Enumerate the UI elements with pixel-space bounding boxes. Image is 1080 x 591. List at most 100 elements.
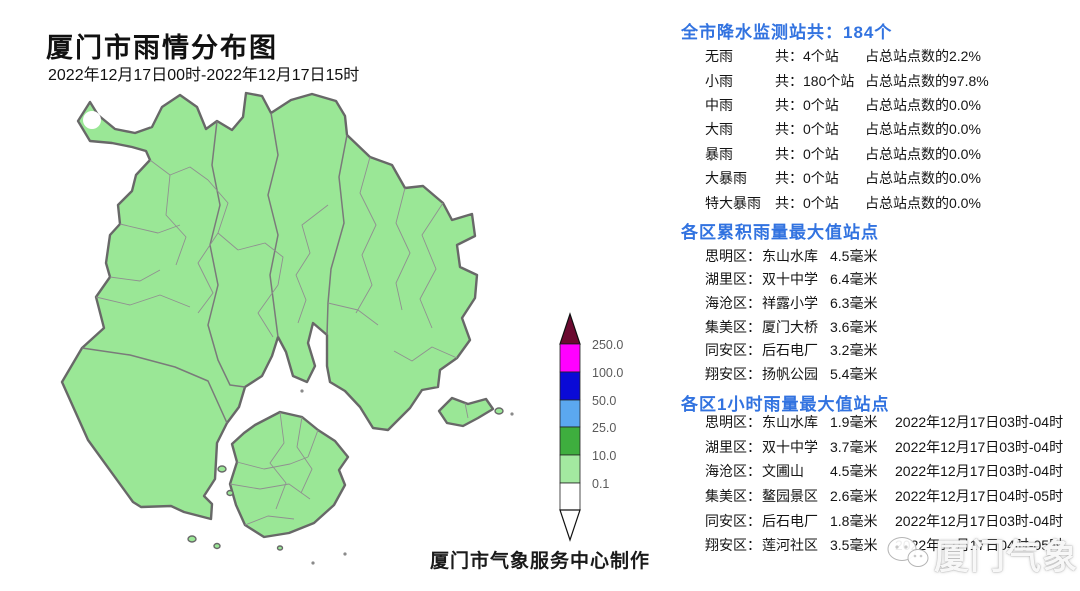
map-no-rain-patch [83, 111, 101, 129]
rain-amount: 3.6毫米 [830, 318, 878, 335]
table-row: 集美区： 厦门大桥 3.6毫米 [680, 315, 1080, 339]
map-dot-islets [300, 389, 514, 565]
table-row: 海沧区： 祥露小学 6.3毫米 [680, 291, 1080, 315]
station-name: 祥露小学 [762, 294, 818, 311]
table-row: 暴雨 共：0个站 占总站点数的0.0% [680, 142, 1080, 166]
district-label: 湖里区： [705, 438, 761, 455]
legend-svg: 250.0 100.0 50.0 25.0 10.0 0.1 [559, 312, 623, 542]
rain-amount: 3.5毫米 [830, 537, 878, 554]
time-range-subtitle: 2022年12月17日00时-2022年12月17日15时 [48, 67, 360, 84]
rainfall-map [30, 85, 600, 586]
table-row: 特大暴雨 共：0个站 占总站点数的0.0% [680, 190, 1080, 214]
station-name: 鳌园景区 [762, 488, 818, 505]
station-percent: 占总站点数的0.0% [865, 170, 981, 187]
station-name: 东山水库 [762, 414, 818, 431]
table-row: 思明区： 东山水库 4.5毫米 [680, 244, 1080, 268]
district-label: 集美区： [705, 488, 761, 505]
district-label: 海沧区： [705, 294, 761, 311]
accum-max-table: 思明区： 东山水库 4.5毫米 湖里区： 双十中学 6.4毫米 海沧区： 祥露小学 6.3毫… [680, 244, 1080, 386]
district-label: 海沧区： [705, 463, 761, 480]
station-count: 共：180个站 [775, 72, 855, 89]
stats-panel: 全市降水监测站共：184个 无雨 共：4个站 占总站点数的2.2% 小雨 共：180个… [680, 0, 1080, 586]
xiamen-map-svg [60, 91, 514, 565]
rain-amount: 6.3毫米 [830, 294, 878, 311]
time-range: 2022年12月17日03时-04时 [895, 463, 1064, 480]
table-row: 小雨 共：180个站 占总站点数的97.8% [680, 68, 1080, 92]
station-percent: 占总站点数的97.8% [865, 72, 989, 89]
accum-max-header: 各区累积雨量最大值站点 [681, 223, 879, 242]
page-title: 厦门市雨情分布图 [46, 33, 278, 63]
rain-amount: 1.9毫米 [830, 414, 878, 431]
legend-label: 0.1 [592, 477, 609, 491]
district-label: 翔安区： [705, 537, 761, 554]
legend-label: 100.0 [592, 366, 623, 380]
table-row: 翔安区： 莲河社区 3.5毫米 2022年12月17日04时-05时 [680, 533, 1080, 558]
table-row: 同安区： 后石电厂 1.8毫米 2022年12月17日03时-04时 [680, 508, 1080, 533]
table-row: 思明区： 东山水库 1.9毫米 2022年12月17日03时-04时 [680, 410, 1080, 435]
time-range: 2022年12月17日04时-05时 [895, 537, 1064, 554]
district-label: 湖里区： [705, 271, 761, 288]
station-count: 共：0个站 [775, 170, 839, 187]
station-percent: 占总站点数的0.0% [865, 96, 981, 113]
table-row: 无雨 共：4个站 占总站点数的2.2% [680, 44, 1080, 68]
district-label: 同安区： [705, 342, 761, 359]
station-count: 共：0个站 [775, 96, 839, 113]
station-summary-header: 全市降水监测站共：184个 [681, 23, 893, 42]
hourly-max-table: 思明区： 东山水库 1.9毫米 2022年12月17日03时-04时 湖里区： 双十中学… [680, 410, 1080, 558]
legend-label: 10.0 [592, 449, 616, 463]
table-row: 湖里区： 双十中学 6.4毫米 [680, 268, 1080, 292]
station-count: 共：4个站 [775, 48, 839, 65]
rain-amount: 1.8毫米 [830, 512, 878, 529]
table-row: 大雨 共：0个站 占总站点数的0.0% [680, 117, 1080, 141]
rain-amount: 5.4毫米 [830, 365, 878, 382]
map-district-borders [81, 112, 348, 424]
table-row: 湖里区： 双十中学 3.7毫米 2022年12月17日03时-04时 [680, 435, 1080, 460]
legend-label: 250.0 [592, 338, 623, 352]
station-name: 莲河社区 [762, 537, 818, 554]
legend-label: 50.0 [592, 394, 616, 408]
station-name: 扬帆公园 [762, 365, 818, 382]
rain-level-label: 无雨 [705, 48, 733, 65]
station-count: 共：0个站 [775, 145, 839, 162]
rain-amount: 4.5毫米 [830, 463, 878, 480]
map-town-borders [95, 156, 469, 526]
rain-level-label: 小雨 [705, 72, 733, 89]
table-row: 集美区： 鳌园景区 2.6毫米 2022年12月17日04时-05时 [680, 484, 1080, 509]
time-range: 2022年12月17日03时-04时 [895, 414, 1064, 431]
table-row: 海沧区： 文圃山 4.5毫米 2022年12月17日03时-04时 [680, 459, 1080, 484]
rain-amount: 2.6毫米 [830, 488, 878, 505]
district-label: 同安区： [705, 512, 761, 529]
station-percent: 占总站点数的0.0% [865, 194, 981, 211]
rain-level-label: 大暴雨 [705, 170, 747, 187]
station-percent: 占总站点数的2.2% [865, 48, 981, 65]
rain-amount: 4.5毫米 [830, 247, 878, 264]
time-range: 2022年12月17日03时-04时 [895, 438, 1064, 455]
rain-level-label: 中雨 [705, 96, 733, 113]
legend-top-spike [559, 312, 581, 345]
district-label: 思明区： [705, 414, 761, 431]
rain-level-label: 特大暴雨 [705, 194, 761, 211]
district-label: 集美区： [705, 318, 761, 335]
station-count: 共：0个站 [775, 194, 839, 211]
rainfall-legend: 250.0 100.0 50.0 25.0 10.0 0.1 [548, 308, 658, 558]
station-summary-table: 无雨 共：4个站 占总站点数的2.2% 小雨 共：180个站 占总站点数的97.8% 中… [680, 44, 1080, 215]
producer-caption: 厦门市气象服务中心制作 [430, 551, 651, 572]
station-name: 东山水库 [762, 247, 818, 264]
rain-amount: 3.7毫米 [830, 438, 878, 455]
station-name: 后石电厂 [762, 512, 818, 529]
rain-amount: 3.2毫米 [830, 342, 878, 359]
legend-tick-labels: 250.0 100.0 50.0 25.0 10.0 0.1 [592, 338, 623, 491]
district-label: 翔安区： [705, 365, 761, 382]
rain-level-label: 大雨 [705, 121, 733, 138]
station-name: 文圃山 [762, 463, 804, 480]
hourly-max-header: 各区1小时雨量最大值站点 [681, 395, 890, 414]
station-percent: 占总站点数的0.0% [865, 145, 981, 162]
legend-bottom-spike [559, 509, 581, 542]
legend-label: 25.0 [592, 421, 616, 435]
station-name: 双十中学 [762, 271, 818, 288]
station-percent: 占总站点数的0.0% [865, 121, 981, 138]
table-row: 中雨 共：0个站 占总站点数的0.0% [680, 93, 1080, 117]
legend-colorbar [559, 312, 581, 542]
map-islets [187, 407, 504, 551]
time-range: 2022年12月17日04时-05时 [895, 488, 1064, 505]
